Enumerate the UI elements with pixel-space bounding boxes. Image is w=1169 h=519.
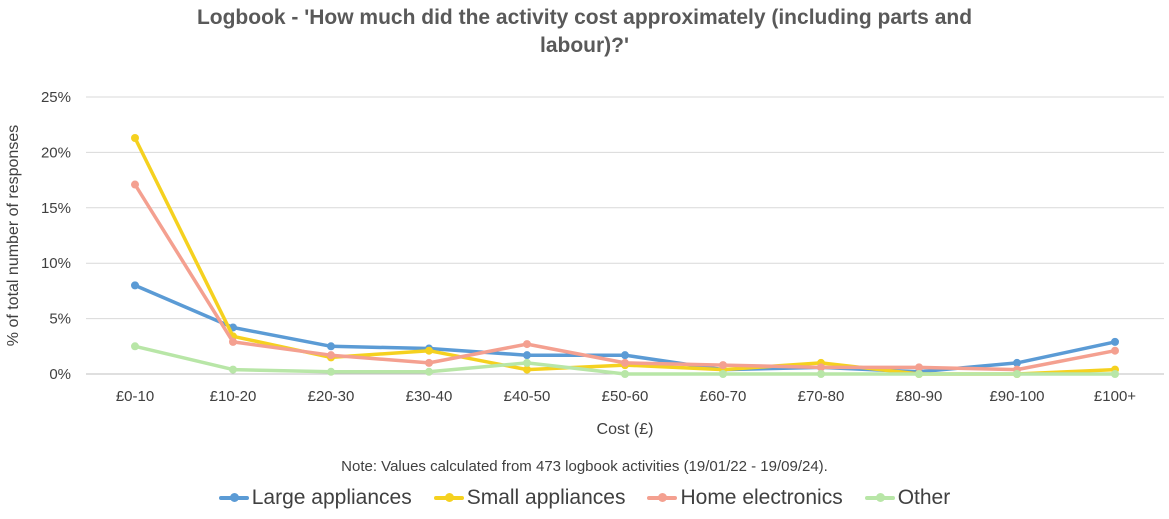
legend-item-home-electronics: Home electronics: [647, 486, 843, 510]
legend-label: Large appliances: [251, 486, 412, 509]
legend-item-large-appliances: Large appliances: [218, 486, 412, 510]
data-point-home-electronics: [817, 363, 825, 372]
data-point-other: [915, 370, 923, 378]
y-tick-label: 25%: [41, 89, 71, 106]
data-point-large-appliances: [621, 351, 629, 360]
chart-legend: Large appliances Small appliances Home ele…: [0, 486, 1169, 510]
data-point-large-appliances: [1111, 337, 1119, 346]
y-tick-label: 0%: [49, 366, 71, 383]
data-point-other: [229, 365, 237, 374]
data-point-small-appliances: [425, 346, 433, 355]
chart-title-line-2: labour)?': [540, 34, 629, 57]
y-tick-label: 15%: [41, 200, 71, 217]
x-tick-label: £100+: [1094, 388, 1136, 405]
data-point-small-appliances: [523, 365, 531, 374]
data-point-large-appliances: [523, 351, 531, 360]
data-point-home-electronics: [915, 363, 923, 372]
legend-item-other: Other: [864, 486, 951, 510]
data-point-home-electronics: [719, 361, 727, 370]
x-tick-label: £80-90: [896, 388, 943, 405]
legend-item-small-appliances: Small appliances: [433, 486, 626, 510]
data-point-other: [1013, 370, 1021, 378]
x-tick-label: £50-60: [602, 388, 649, 405]
chart-title-line-1: Logbook - 'How much did the activity cos…: [196, 6, 973, 29]
data-point-home-electronics: [229, 337, 237, 346]
data-point-other: [719, 370, 727, 378]
data-point-other: [621, 370, 629, 378]
data-point-home-electronics: [327, 351, 335, 360]
data-point-large-appliances: [327, 342, 335, 351]
data-point-other: [1111, 370, 1119, 378]
legend-label: Other: [897, 486, 951, 509]
legend-swatch: [433, 493, 464, 502]
data-point-large-appliances: [1013, 358, 1021, 367]
x-tick-label: £40-50: [504, 388, 551, 405]
x-tick-label: £60-70: [700, 388, 747, 405]
data-point-other: [817, 370, 825, 378]
legend-swatch: [864, 493, 895, 502]
data-point-home-electronics: [131, 180, 139, 189]
x-tick-label: £20-30: [308, 388, 355, 405]
data-point-other: [425, 367, 433, 376]
x-axis-title: Cost (£): [597, 421, 654, 438]
series-line-home-electronics: [133, 182, 1117, 372]
x-tick-label: £70-80: [798, 388, 845, 405]
legend-label: Home electronics: [680, 486, 843, 509]
chart-title: Logbook - 'How much did the activity cos…: [0, 4, 1169, 60]
data-point-other: [131, 342, 139, 351]
legend-label: Small appliances: [466, 486, 626, 509]
data-point-large-appliances: [131, 281, 139, 290]
x-tick-label: £0-10: [116, 388, 154, 405]
legend-swatch: [218, 493, 249, 502]
x-tick-label: £10-20: [210, 388, 257, 405]
data-point-home-electronics: [523, 340, 531, 349]
data-point-other: [523, 358, 531, 367]
data-point-other: [327, 367, 335, 376]
y-tick-label: 20%: [41, 144, 71, 161]
chart-note: Note: Values calculated from 473 logbook…: [341, 458, 828, 475]
data-point-home-electronics: [425, 358, 433, 367]
y-axis-title: % of total number of responses: [5, 125, 22, 346]
x-tick-label: £90-100: [989, 388, 1044, 405]
data-point-home-electronics: [1111, 346, 1119, 355]
x-tick-label: £30-40: [406, 388, 453, 405]
legend-swatch: [647, 493, 678, 502]
data-point-home-electronics: [621, 358, 629, 367]
y-tick-label: 5%: [49, 311, 71, 328]
data-point-small-appliances: [131, 133, 139, 142]
y-tick-label: 10%: [41, 255, 71, 272]
